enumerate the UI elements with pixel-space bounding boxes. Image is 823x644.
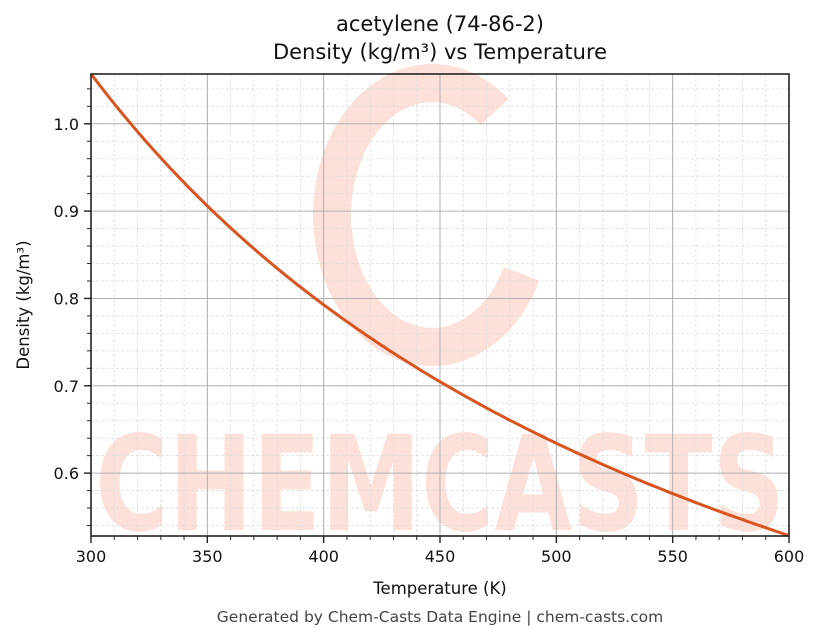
y-tick-label: 1.0 xyxy=(54,115,79,134)
x-tick-label: 400 xyxy=(308,547,339,566)
y-tick-label: 0.7 xyxy=(54,377,79,396)
x-tick-label: 550 xyxy=(657,547,688,566)
x-tick-label: 300 xyxy=(76,547,107,566)
x-axis-label: Temperature (K) xyxy=(372,579,506,598)
density-line xyxy=(89,73,790,538)
ticks: 300 350 400 450 500 550 600 0.6 0.7 0.8 0.9 1.0 xyxy=(54,88,805,566)
y-tick-label: 0.9 xyxy=(54,202,79,221)
y-tick-label: 0.8 xyxy=(54,289,79,308)
x-tick-label: 450 xyxy=(425,547,456,566)
grid xyxy=(90,74,790,536)
x-tick-label: 600 xyxy=(774,547,805,566)
x-tick-label: 350 xyxy=(192,547,223,566)
chart-title-line1: acetylene (74-86-2) xyxy=(335,12,544,36)
y-axis-label: Density (kg/m³) xyxy=(14,240,33,369)
footer-credit: Generated by Chem-Casts Data Engine | ch… xyxy=(216,608,664,626)
y-tick-label: 0.6 xyxy=(54,464,79,483)
x-tick-label: 500 xyxy=(541,547,572,566)
chart-title-line2: Density (kg/m³) vs Temperature xyxy=(272,40,608,64)
